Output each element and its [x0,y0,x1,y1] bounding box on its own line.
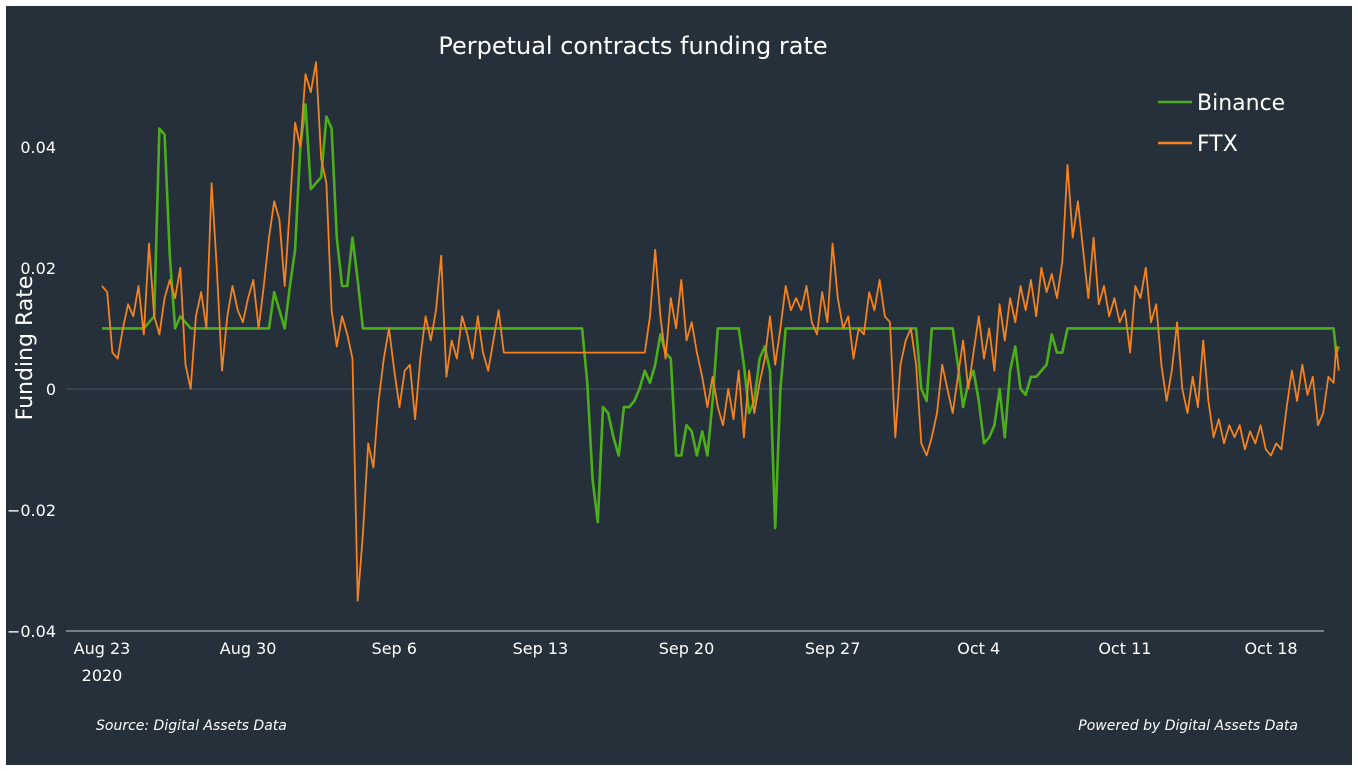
x-tick-label: Sep 6 [372,639,417,658]
x-tick-label: Oct 4 [957,639,1000,658]
x-tick-label: Oct 11 [1098,639,1151,658]
legend[interactable]: Binance FTX [1158,91,1285,157]
series-line-binance [102,103,1340,530]
y-tick-label: −0.04 [7,622,56,641]
funding-rate-chart: Perpetual contracts funding rate Funding… [7,32,1340,685]
legend-label: FTX [1197,132,1238,157]
x-tick-label: Aug 23 [74,639,131,658]
x-tick-label: Sep 13 [513,639,569,658]
legend-item-binance[interactable]: Binance [1158,91,1285,116]
axes: −0.04 −0.02 0 0.02 0.04 Aug 23 2020 Aug 30 Sep 6… [7,138,1324,685]
series-lines [101,61,1340,602]
y-tick-label: 0.04 [20,138,56,157]
y-tick-label: 0 [46,380,56,399]
chart-panel: Perpetual contracts funding rate Funding… [6,6,1352,765]
y-tick-label: −0.02 [7,501,56,520]
x-tick-label: Sep 27 [805,639,861,658]
y-tick-label: 0.02 [20,259,56,278]
powered-by-note: Powered by Digital Assets Data [1078,718,1298,734]
x-tick-sublabel: 2020 [82,666,123,685]
x-tick-label: Sep 20 [659,639,715,658]
legend-label: Binance [1197,91,1285,116]
series-line-ftx [101,61,1340,602]
x-tick-label: Oct 18 [1244,639,1297,658]
x-tick-label: Aug 30 [220,639,277,658]
legend-item-ftx[interactable]: FTX [1158,132,1238,157]
source-note: Source: Digital Assets Data [96,718,287,734]
y-axis-label: Funding Rate [13,276,38,421]
chart-title: Perpetual contracts funding rate [438,32,827,60]
